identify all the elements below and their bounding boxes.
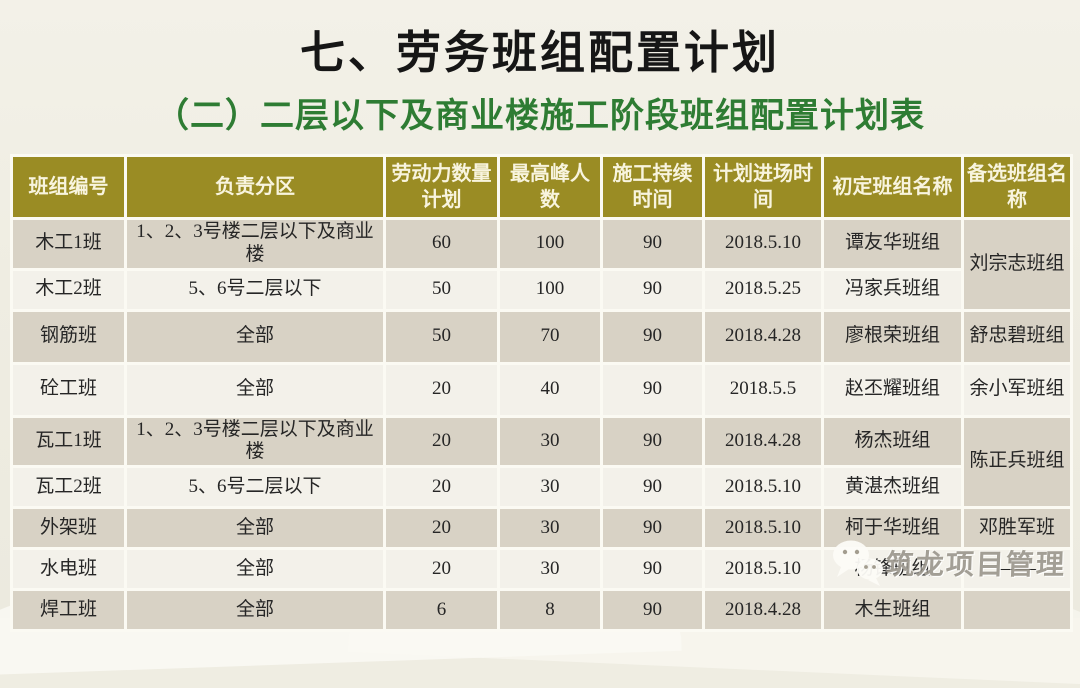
cell-backup: 余小军班组	[961, 361, 1073, 418]
cell-peak: 30	[497, 506, 603, 551]
cell-peak: 100	[497, 217, 603, 271]
cell-labor: 20	[383, 361, 500, 418]
cell-labor: 20	[383, 547, 500, 592]
cell-duration: 90	[600, 414, 705, 469]
cell-peak: 100	[497, 267, 603, 312]
cell-team: 外架班	[10, 506, 127, 551]
cell-peak: 30	[497, 547, 603, 592]
team-plan-table: 班组编号 负责分区 劳动力数量计划 最高峰人数 施工持续时间 计划进场时间 初定班组名称 备选…	[10, 154, 1073, 633]
table-row: 木工1班 1、2、3号楼二层以下及商业楼 60 100 90 2018.5.10 谭友华班组…	[10, 217, 1073, 312]
column-header: 最高峰人数	[497, 154, 603, 220]
cell-duration: 90	[600, 465, 705, 510]
cell-backup: ——	[961, 547, 1073, 592]
cell-primary: 谭友华班组	[821, 217, 964, 271]
cell-zone: 全部	[124, 506, 386, 551]
table-row: 瓦工1班 1、2、3号楼二层以下及商业楼 20 30 90 2018.4.28 杨杰班组 陈正…	[10, 414, 1073, 510]
cell-labor: 50	[383, 267, 500, 312]
cell-zone: 全部	[124, 547, 386, 592]
table-row: 焊工班 全部 6 8 90 2018.4.28 木生班组	[10, 588, 1073, 633]
cell-zone: 全部	[124, 361, 386, 418]
column-header: 施工持续时间	[600, 154, 705, 220]
cell-entry: 2018.4.28	[702, 588, 824, 633]
watermark: 筑龙项目管理	[830, 538, 1067, 588]
cell-entry: 2018.5.10	[702, 547, 824, 592]
cell-primary: 杨杰班组	[821, 414, 964, 469]
cell-backup: 陈正兵班组	[961, 414, 1073, 510]
cell-zone: 全部	[124, 308, 386, 365]
cell-primary: 赵丕耀班组	[821, 361, 964, 418]
cell-entry: 2018.5.25	[702, 267, 824, 312]
cell-primary: 廖根荣班组	[821, 308, 964, 365]
table-row: 水电班 全部 20 30 90 2018.5.10 杨锋班组 ——	[10, 547, 1073, 592]
cell-backup: 刘宗志班组	[961, 217, 1073, 312]
column-header: 备选班组名称	[961, 154, 1073, 220]
table-row: 外架班 全部 20 30 90 2018.5.10 柯于华班组 邓胜军班	[10, 506, 1073, 551]
table-row: 木工2班 5、6号二层以下 50 100 90 2018.5.25 冯家兵班组	[10, 267, 1072, 312]
cell-primary: 黄湛杰班组	[821, 465, 964, 510]
column-header: 初定班组名称	[821, 154, 964, 220]
cell-backup: 舒忠碧班组	[961, 308, 1073, 365]
page-title: 七、劳务班组配置计划	[299, 27, 780, 78]
cell-duration: 90	[600, 506, 705, 551]
table-body: 木工1班 1、2、3号楼二层以下及商业楼 60 100 90 2018.5.10 谭友华班组…	[10, 217, 1073, 633]
cell-team: 焊工班	[10, 588, 127, 633]
cell-labor: 20	[383, 465, 500, 510]
cell-entry: 2018.5.10	[702, 217, 824, 271]
cell-labor: 50	[383, 308, 500, 365]
wechat-icon	[833, 540, 883, 586]
table-row: 瓦工2班 5、6号二层以下 20 30 90 2018.5.10 黄湛杰班组	[10, 465, 1072, 510]
cell-team: 木工1班	[10, 217, 127, 271]
cell-labor: 6	[383, 588, 500, 633]
cell-team: 水电班	[10, 547, 127, 592]
table-row: 砼工班 全部 20 40 90 2018.5.5 赵丕耀班组 余小军班组	[10, 361, 1073, 418]
cell-duration: 90	[600, 267, 705, 312]
cell-team: 瓦工2班	[10, 465, 127, 510]
cell-duration: 90	[600, 588, 705, 633]
cell-duration: 90	[600, 308, 705, 365]
cell-peak: 30	[497, 414, 603, 469]
header-row: 班组编号 负责分区 劳动力数量计划 最高峰人数 施工持续时间 计划进场时间 初定班组名称 备选…	[10, 154, 1073, 220]
cell-zone: 全部	[124, 588, 386, 633]
page-subtitle: （二）二层以下及商业楼施工阶段班组配置计划表	[155, 97, 925, 135]
cell-backup	[961, 588, 1073, 633]
cell-team: 木工2班	[10, 267, 127, 312]
cell-team: 瓦工1班	[10, 414, 127, 469]
cell-primary: 木生班组	[821, 588, 964, 633]
cell-labor: 20	[383, 414, 500, 469]
cell-zone: 5、6号二层以下	[124, 267, 386, 312]
cell-zone: 1、2、3号楼二层以下及商业楼	[124, 414, 386, 469]
cell-peak: 8	[497, 588, 603, 633]
cell-backup: 邓胜军班	[961, 506, 1073, 551]
watermark-text: 筑龙项目管理	[885, 549, 1067, 580]
cell-team: 钢筋班	[10, 308, 127, 365]
cell-primary: 冯家兵班组	[821, 267, 964, 312]
cell-duration: 90	[600, 361, 705, 418]
cell-entry: 2018.5.5	[702, 361, 824, 418]
cell-entry: 2018.5.10	[702, 465, 824, 510]
cell-peak: 40	[497, 361, 603, 418]
cell-duration: 90	[600, 217, 705, 271]
column-header: 计划进场时间	[702, 154, 824, 220]
cell-team: 砼工班	[10, 361, 127, 418]
cell-entry: 2018.4.28	[702, 308, 824, 365]
table-row: 钢筋班 全部 50 70 90 2018.4.28 廖根荣班组 舒忠碧班组	[10, 308, 1073, 365]
cell-entry: 2018.5.10	[702, 506, 824, 551]
cell-peak: 70	[497, 308, 603, 365]
cell-duration: 90	[600, 547, 705, 592]
cell-zone: 5、6号二层以下	[124, 465, 386, 510]
cell-entry: 2018.4.28	[702, 414, 824, 469]
column-header: 劳动力数量计划	[383, 154, 500, 220]
cell-zone: 1、2、3号楼二层以下及商业楼	[124, 217, 386, 271]
cell-peak: 30	[497, 465, 603, 510]
column-header: 班组编号	[10, 154, 127, 220]
cell-labor: 60	[383, 217, 500, 271]
cell-labor: 20	[383, 506, 500, 551]
column-header: 负责分区	[124, 154, 386, 220]
